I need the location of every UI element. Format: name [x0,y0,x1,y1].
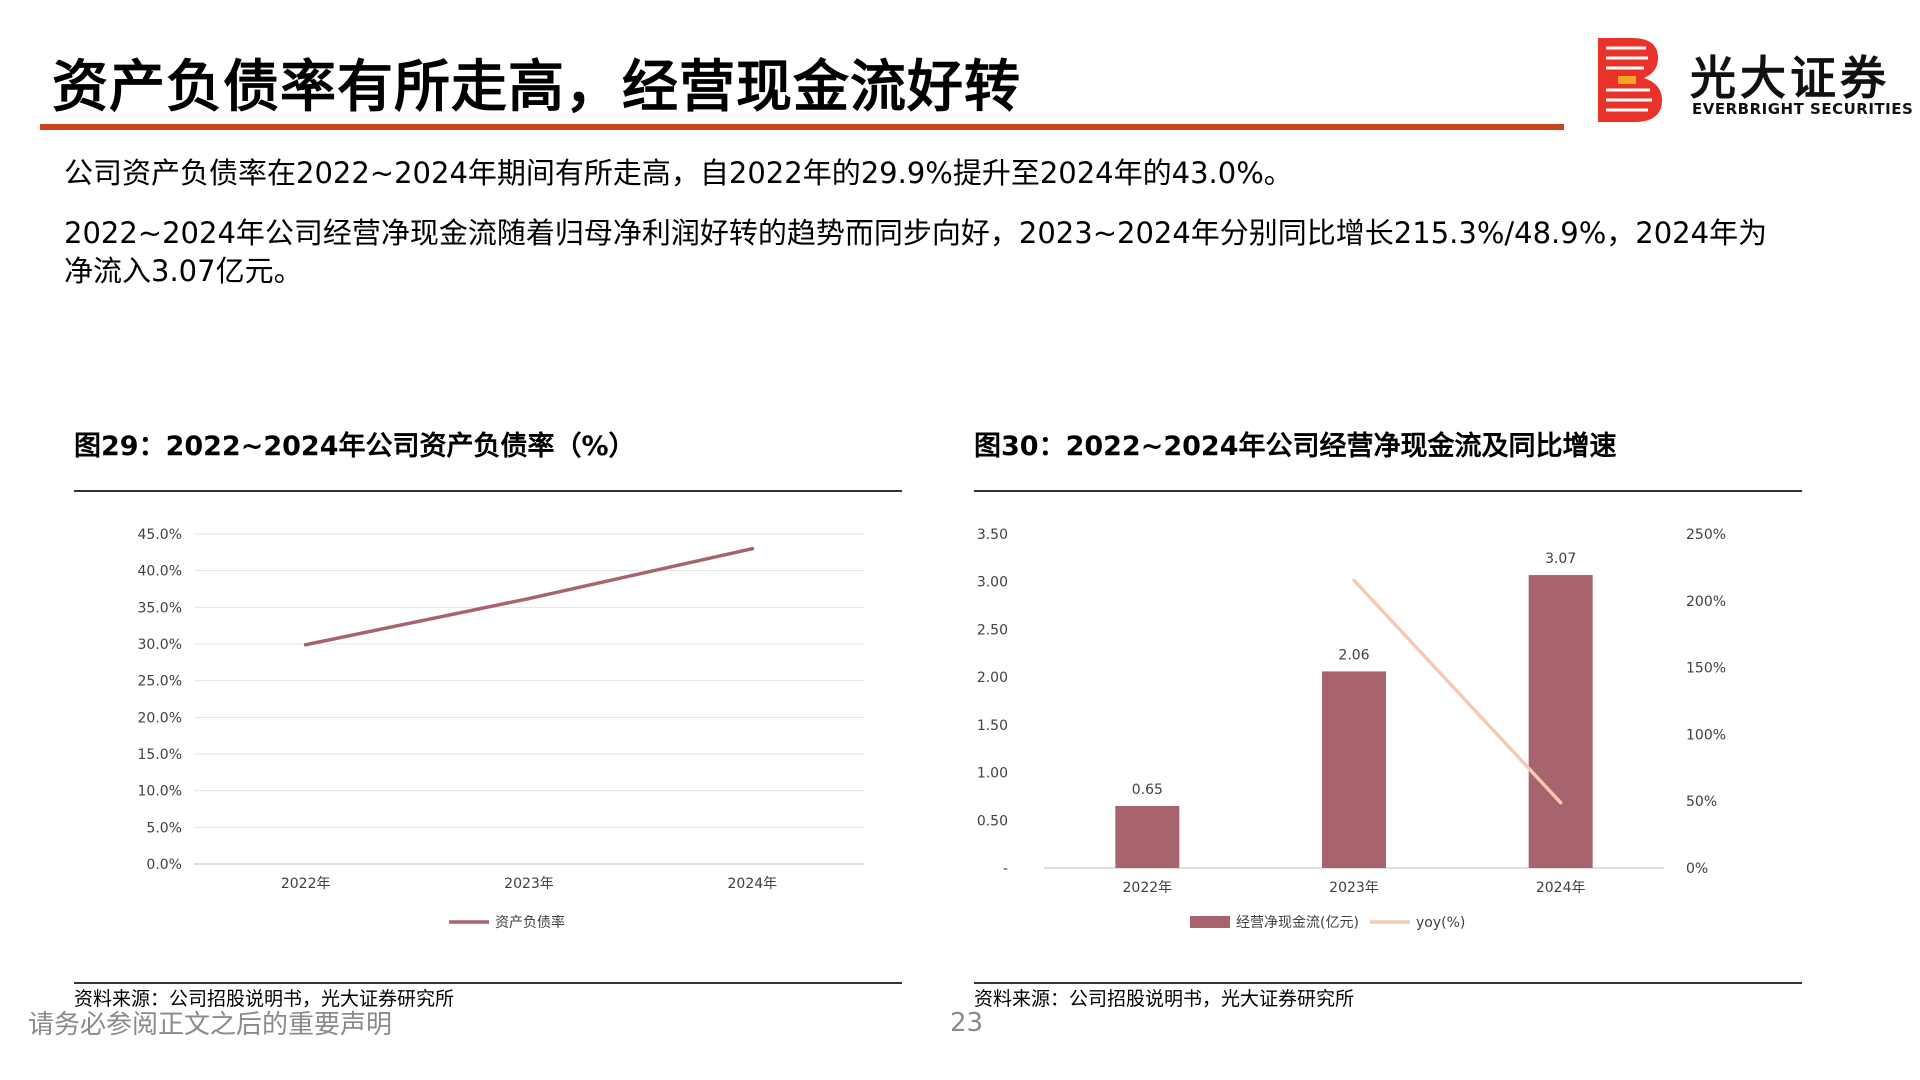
y-right-tick-label: 0% [1686,861,1708,877]
bar-cash-flow [1528,575,1593,868]
y-tick-label: 35.0% [138,600,182,616]
y-left-tick-label: 1.50 [977,718,1008,734]
figure-29-top-rule [74,490,902,492]
bar-cash-flow [1322,671,1386,868]
figure-30-bottom-rule [974,982,1802,984]
data-point [303,642,308,647]
y-left-tick-label: 1.00 [977,766,1008,782]
legend-label-line: yoy(%) [1416,915,1465,931]
paragraph-cash-flow: 2022~2024年公司经营净现金流随着归母净利润好转的趋势而同步向好，2023… [64,216,1768,288]
cash-flow-combo-chart: - 0.50 1.00 1.50 2.00 2.50 3.00 3.50 0% 50% 100% 15… [977,527,1726,931]
x-tick-label: 2023年 [504,876,554,892]
y-left-tick-label: 2.00 [977,670,1008,686]
everbright-logo-icon [1598,38,1662,122]
data-point [750,546,755,551]
y-tick-label: 10.0% [138,784,182,800]
figure-30-top-rule [974,490,1802,492]
y-tick-label: 25.0% [138,674,182,690]
y-right-tick-label: 50% [1686,794,1717,810]
debt-ratio-line-chart: 0.0% 5.0% 10.0% 15.0% 20.0% 25.0% 30.0% 35.0% 40… [138,527,864,931]
title-underline [40,124,1564,130]
y-left-tick-label: 0.50 [977,813,1008,829]
y-right-tick-label: 100% [1686,727,1726,743]
y-right-tick-label: 250% [1686,527,1726,543]
logo-text-en: EVERBRIGHT SECURITIES [1692,100,1914,118]
y-left-tick-label: - [1003,861,1008,877]
figure-29-bottom-rule [74,982,902,984]
company-logo: 光大证券 EVERBRIGHT SECURITIES [1598,38,1913,124]
figure-30-source: 资料来源：公司招股说明书，光大证券研究所 [974,988,1355,1010]
bar-data-label: 0.65 [1132,782,1163,798]
y-tick-label: 30.0% [138,637,182,653]
x-tick-label: 2024年 [728,876,778,892]
y-tick-label: 15.0% [138,747,182,763]
x-tick-label: 2023年 [1329,880,1379,896]
bar-data-label: 3.07 [1545,551,1576,567]
legend-label: 资产负债率 [495,914,565,931]
figure-29-title: 图29：2022~2024年公司资产负债率（%） [74,431,636,462]
y-tick-label: 0.0% [146,857,182,873]
y-right-tick-label: 150% [1686,661,1726,677]
x-tick-label: 2022年 [1123,880,1173,896]
x-tick-label: 2022年 [281,876,331,892]
y-tick-label: 40.0% [138,564,182,580]
data-point [527,596,531,601]
y-left-tick-label: 3.00 [977,575,1008,591]
paragraph-debt-ratio: 公司资产负债率在2022~2024年期间有所走高，自2022年的29.9%提升至… [64,156,1293,190]
y-right-tick-label: 200% [1686,594,1726,610]
y-tick-label: 5.0% [146,820,182,836]
figure-30-title: 图30：2022~2024年公司经营净现金流及同比增速 [974,431,1617,462]
y-left-tick-label: 2.50 [977,622,1008,638]
page-title: 资产负债率有所走高，经营现金流好转 [52,55,1021,120]
y-tick-label: 20.0% [138,710,182,726]
legend-swatch-bar [1190,916,1230,928]
figure-29-source: 资料来源：公司招股说明书，光大证券研究所 [74,988,455,1010]
y-left-tick-label: 3.50 [977,527,1008,543]
series-line-debt-ratio [303,546,755,647]
legend-label-bar: 经营净现金流(亿元) [1236,915,1359,931]
y-tick-label: 45.0% [138,527,182,543]
bar-data-label: 2.06 [1338,647,1369,663]
page-number: 23 [950,1008,984,1038]
logo-text-cn: 光大证券 [1690,51,1890,105]
series-line-yoy [1352,578,1563,805]
x-tick-label: 2024年 [1536,880,1586,896]
bar-cash-flow [1115,805,1180,868]
disclaimer: 请务必参阅正文之后的重要声明 [28,1010,393,1040]
